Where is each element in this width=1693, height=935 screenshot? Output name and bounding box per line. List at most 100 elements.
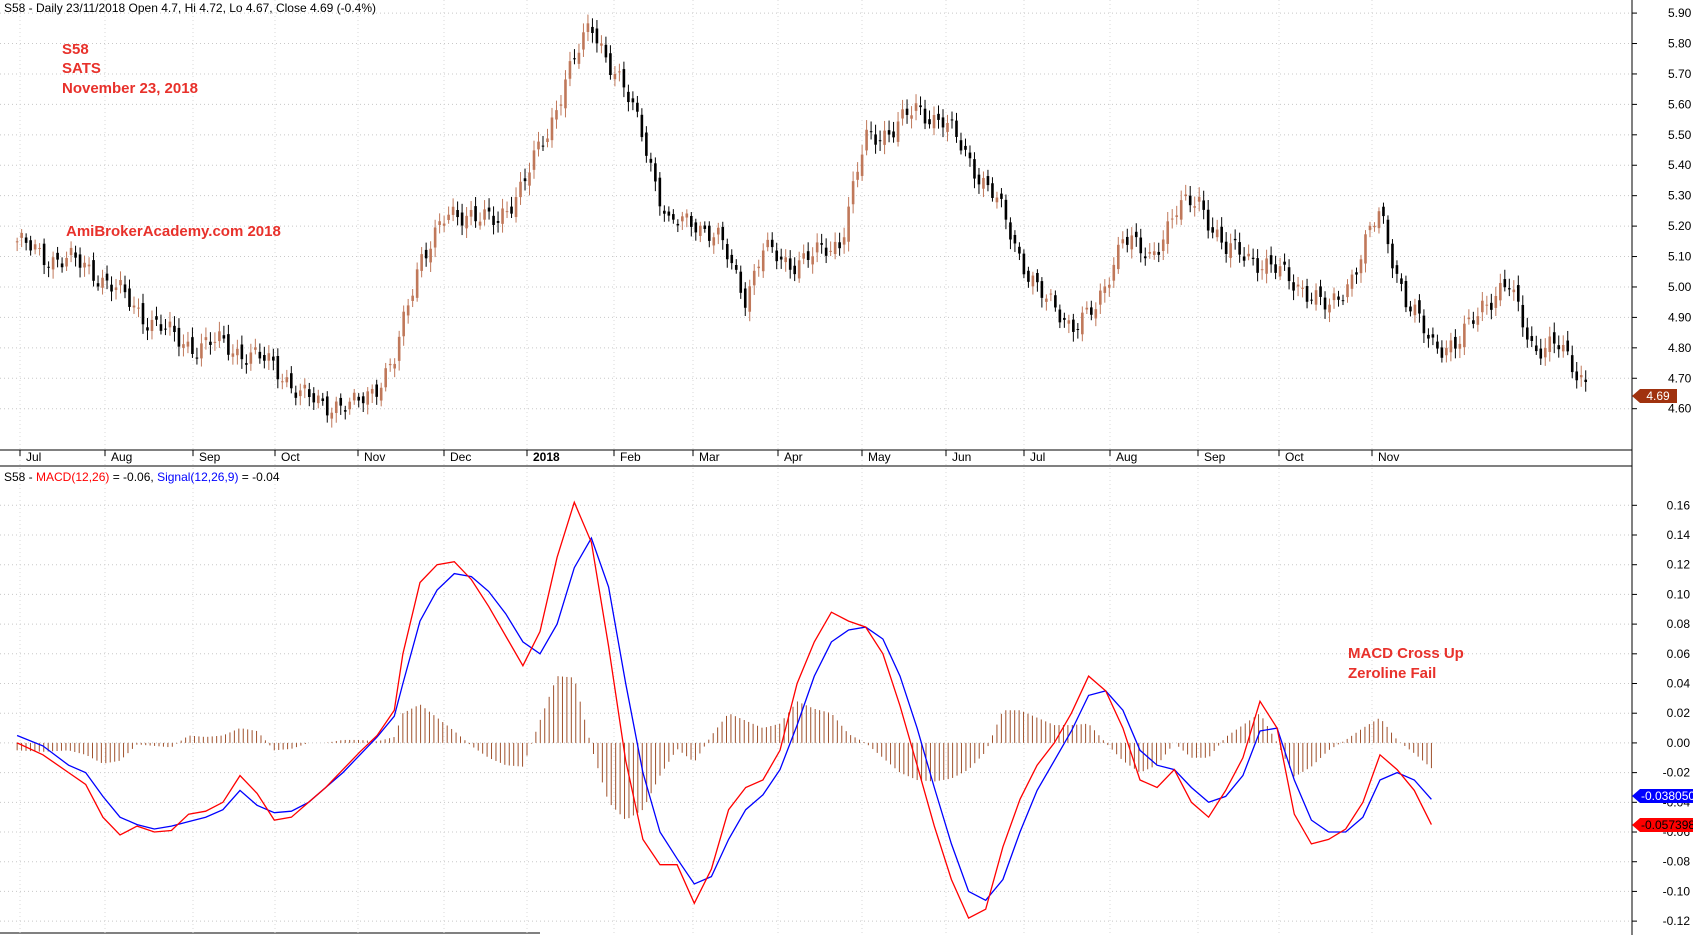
candle-body — [209, 341, 212, 345]
candle-body — [636, 102, 639, 112]
candle-body — [914, 103, 918, 111]
candle-body — [177, 327, 181, 347]
candle-body — [1206, 209, 1210, 231]
candle-body — [411, 295, 414, 301]
macd-tick-label: 0.14 — [1667, 528, 1691, 542]
candle-body — [1287, 267, 1291, 282]
month-tick-label: Jun — [952, 450, 971, 464]
month-tick-label: Mar — [699, 450, 720, 464]
candle-body — [501, 208, 504, 224]
macd-tick-label: 0.00 — [1667, 736, 1691, 750]
candle-body — [959, 140, 963, 151]
candle-body — [1283, 261, 1286, 265]
candle-body — [761, 250, 765, 272]
candle-body — [1503, 279, 1507, 288]
macd-tick-label: 0.08 — [1667, 617, 1691, 631]
candle-body — [676, 223, 680, 226]
signal-title-label: Signal(12,26,9) — [157, 470, 238, 484]
candle-body — [1481, 300, 1484, 313]
candle-body — [1256, 258, 1259, 273]
macd-panel-title: S58 - MACD(12,26) = -0.06, Signal(12,26,… — [4, 470, 280, 484]
macd-line — [16, 500, 1432, 919]
candle-body — [1548, 336, 1552, 352]
candle-body — [1179, 200, 1183, 220]
candle-body — [1170, 218, 1174, 220]
candle-body — [1373, 225, 1376, 228]
candle-body — [1157, 251, 1161, 255]
macd-tick-label: 0.16 — [1667, 498, 1691, 512]
candle-body — [1525, 327, 1529, 340]
signal-last-badge-text: -0.038050 — [1641, 789, 1693, 803]
candle-body — [1404, 281, 1408, 308]
candle-body — [690, 215, 693, 227]
candle-body — [964, 145, 967, 150]
candle-body — [1458, 343, 1462, 349]
candle-body — [379, 387, 383, 401]
candle-body — [829, 250, 832, 252]
candle-body — [402, 311, 405, 337]
candle-body — [631, 98, 635, 103]
candle-body — [1103, 286, 1107, 293]
candle-body — [218, 331, 221, 342]
candle-body — [1418, 300, 1421, 314]
candle-body — [496, 221, 500, 223]
candle-body — [1081, 312, 1084, 335]
macd-note-line-1: MACD Cross Up — [1348, 645, 1464, 662]
candle-body — [56, 252, 59, 260]
month-tick-label: May — [868, 450, 891, 464]
candle-body — [334, 401, 338, 413]
candle-body — [429, 248, 432, 263]
candle-body — [1085, 307, 1089, 310]
candle-body — [1099, 290, 1102, 305]
candle-body — [941, 117, 945, 128]
candle-body — [33, 244, 37, 250]
candle-body — [20, 232, 23, 238]
candle-body — [1570, 355, 1574, 373]
macd-tick-label: -0.12 — [1663, 914, 1691, 928]
candle-body — [1022, 253, 1026, 275]
candle-body — [1355, 272, 1358, 275]
month-tick-label: Dec — [450, 450, 471, 464]
candle-body — [146, 327, 149, 331]
candle-body — [1409, 306, 1412, 312]
candle-body — [276, 355, 280, 380]
candle-body — [1094, 309, 1098, 319]
candle-body — [546, 138, 549, 143]
candle-body — [1049, 293, 1053, 295]
candle-body — [290, 373, 293, 389]
candle-body — [492, 215, 495, 225]
signal-last-badge: -0.038050 — [1632, 789, 1693, 803]
candle-body — [69, 247, 73, 256]
candle-body — [1472, 320, 1475, 324]
candle-body — [227, 334, 230, 355]
candle-body — [654, 163, 657, 182]
candle-body — [1346, 284, 1349, 298]
candle-body — [833, 241, 837, 255]
candle-body — [995, 197, 999, 203]
candle-body — [1382, 206, 1385, 217]
candle-body — [150, 319, 154, 332]
candle-body — [1220, 226, 1223, 243]
candle-body — [1332, 293, 1336, 301]
candle-body — [65, 257, 68, 267]
candle-body — [200, 343, 203, 359]
candle-body — [681, 216, 684, 222]
candle-body — [793, 265, 796, 275]
candle-body — [469, 209, 473, 217]
candle-body — [155, 316, 158, 320]
candle-body — [1463, 323, 1466, 348]
candle-body — [164, 328, 167, 330]
candle-body — [856, 171, 859, 180]
candle-body — [1031, 275, 1035, 287]
month-tick-label: Oct — [1285, 450, 1304, 464]
candle-body — [307, 389, 311, 398]
candle-body — [968, 152, 972, 159]
candle-body — [766, 239, 770, 248]
candle-body — [573, 58, 576, 60]
signal-line — [16, 536, 1432, 902]
candle-body — [1202, 200, 1205, 210]
candle-body — [263, 355, 266, 361]
candle-body — [1516, 285, 1520, 302]
candle-body — [294, 392, 298, 398]
candle-body — [254, 347, 257, 350]
